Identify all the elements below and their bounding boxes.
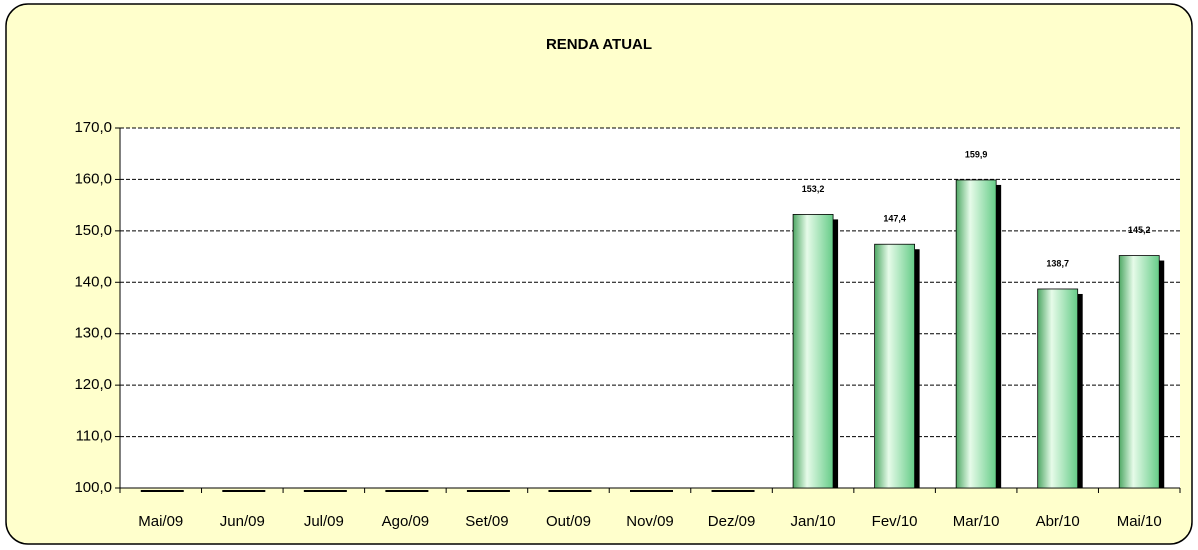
x-tick-label: Abr/10 (1036, 513, 1080, 530)
chart-title: RENDA ATUAL (546, 36, 652, 53)
x-tick-label: Mar/10 (953, 513, 1000, 530)
x-tick-label: Dez/09 (708, 513, 756, 530)
y-tick-label: 170,0 (74, 119, 112, 136)
y-tick-label: 100,0 (74, 479, 112, 496)
data-label: 159,9 (965, 149, 988, 159)
x-tick-label: Nov/09 (626, 513, 674, 530)
x-tick-label: Out/09 (546, 513, 591, 530)
y-tick-label: 160,0 (74, 170, 112, 187)
plot-area (120, 128, 1180, 488)
bar (874, 243, 916, 489)
x-tick-label: Jun/09 (220, 513, 265, 530)
x-tick-label: Mai/10 (1117, 513, 1162, 530)
x-tick-label: Jan/10 (791, 513, 836, 530)
y-tick-label: 110,0 (76, 428, 112, 445)
bar (1037, 288, 1079, 489)
y-tick-label: 150,0 (74, 222, 112, 239)
bar (792, 213, 834, 489)
x-tick-label: Set/09 (465, 513, 508, 530)
data-label: 147,4 (883, 214, 906, 224)
x-tick-label: Jul/09 (304, 513, 344, 530)
x-tick-label: Mai/09 (138, 513, 183, 530)
data-label: 153,2 (802, 184, 825, 194)
x-tick-label: Ago/09 (382, 513, 430, 530)
y-tick-label: 120,0 (74, 376, 112, 393)
y-tick-label: 130,0 (74, 325, 112, 342)
bar (955, 179, 997, 489)
x-tick-label: Fev/10 (872, 513, 918, 530)
data-label: 145,2 (1128, 225, 1151, 235)
data-label: 138,7 (1046, 258, 1069, 268)
bar (1118, 255, 1160, 489)
y-tick-label: 140,0 (74, 273, 112, 290)
